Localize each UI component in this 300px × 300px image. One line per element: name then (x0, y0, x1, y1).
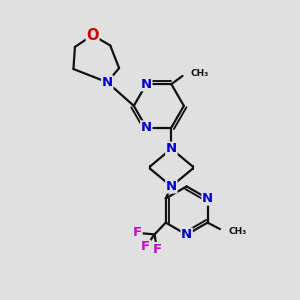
Text: F: F (141, 240, 150, 253)
Text: N: N (181, 228, 192, 241)
Text: N: N (141, 78, 152, 91)
Text: O: O (86, 28, 99, 43)
Text: CH₃: CH₃ (228, 227, 246, 236)
Text: N: N (166, 142, 177, 155)
Text: N: N (141, 121, 152, 134)
Text: F: F (133, 226, 142, 239)
Text: CH₃: CH₃ (191, 69, 209, 78)
Text: N: N (166, 180, 177, 193)
Text: N: N (102, 76, 113, 89)
Text: F: F (152, 243, 161, 256)
Text: N: N (202, 192, 213, 205)
